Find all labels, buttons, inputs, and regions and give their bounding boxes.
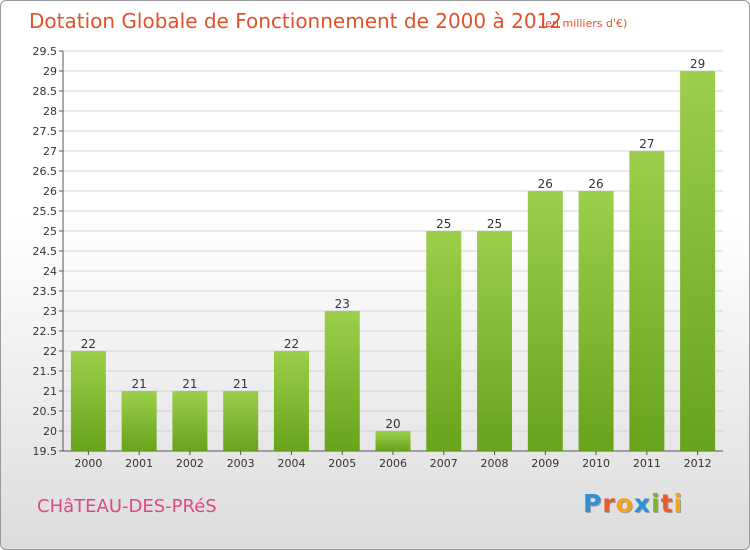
x-tick-labels: 2000 2001 2002 2003 2004 2005 2006 2007 2008 2009… [74,451,712,470]
x-tick-label: 2009 [531,457,559,470]
y-tick-label: 20.5 [33,405,58,418]
y-tick-label: 24.5 [33,245,58,258]
y-tick-label: 27 [43,145,57,158]
data-label: 23 [335,297,350,311]
x-tick-label: 2005 [328,457,356,470]
y-tick-label: 28 [43,105,57,118]
y-tick-label: 22.5 [33,325,58,338]
y-tick-label: 26.5 [33,165,58,178]
x-tick-label: 2003 [227,457,255,470]
logo-letter: t [660,489,674,518]
bar-2005 [324,311,360,451]
data-label: 22 [81,337,96,351]
bar-2003 [223,391,259,451]
x-tick-label: 2012 [684,457,712,470]
data-label: 20 [385,417,400,431]
chart-subtitle: (en milliers d'€) [541,17,628,30]
data-label: 21 [132,377,147,391]
data-labels: 22 21 21 21 22 23 20 25 25 26 26 27 29 [81,57,706,431]
data-label: 26 [538,177,553,191]
y-tick-labels: 19.5 20 20.5 21 21.5 22 22.5 23 23.5 24 24.5 25 25.5… [33,45,58,458]
data-label: 25 [436,217,451,231]
y-tick-label: 24 [43,265,57,278]
x-tick-label: 2010 [582,457,610,470]
y-tick-label: 20 [43,425,57,438]
bar-2012 [680,71,716,451]
y-tick-label: 25 [43,225,57,238]
y-tick-label: 29.5 [33,45,58,58]
logo-letter: r [602,489,616,518]
bar-2009 [527,191,563,451]
x-tick-label: 2004 [277,457,305,470]
x-tick-label: 2006 [379,457,407,470]
proxiti-logo: Proxiti [583,489,683,518]
bars [70,71,716,451]
logo-letter: i [673,489,684,518]
data-label: 27 [639,137,654,151]
commune-name: CHâTEAU-DES-PRéS [37,496,217,517]
data-label: 26 [588,177,603,191]
x-tick-label: 2001 [125,457,153,470]
bar-2011 [629,151,665,451]
x-tick-label: 2008 [481,457,509,470]
y-tick-label: 21.5 [33,365,58,378]
grid-lines [59,50,723,452]
y-tick-label: 25.5 [33,205,58,218]
logo-letter: P [583,489,603,518]
y-tick-label: 23.5 [33,285,58,298]
bar-2010 [578,191,614,451]
y-tick-label: 21 [43,385,57,398]
bar-2006 [375,431,411,451]
data-label: 21 [182,377,197,391]
y-tick-label: 28.5 [33,85,58,98]
data-label: 29 [690,57,705,71]
x-tick-label: 2007 [430,457,458,470]
bar-2004 [273,351,309,451]
x-tick-label: 2011 [633,457,661,470]
chart-title: Dotation Globale de Fonctionnement de 20… [29,9,562,33]
data-label: 22 [284,337,299,351]
y-tick-label: 26 [43,185,57,198]
x-tick-label: 2002 [176,457,204,470]
bar-2008 [477,231,513,451]
y-tick-label: 27.5 [33,125,58,138]
logo-letter: x [633,489,651,518]
y-tick-label: 23 [43,305,57,318]
y-tick-label: 19.5 [33,445,58,458]
bar-2002 [172,391,208,451]
logo-letter: o [615,489,634,518]
bar-2000 [70,351,106,451]
data-label: 21 [233,377,248,391]
bar-2007 [426,231,462,451]
x-tick-label: 2000 [74,457,102,470]
y-tick-label: 29 [43,65,57,78]
data-label: 25 [487,217,502,231]
bar-2001 [121,391,157,451]
logo-letter: i [651,489,661,518]
y-tick-label: 22 [43,345,57,358]
